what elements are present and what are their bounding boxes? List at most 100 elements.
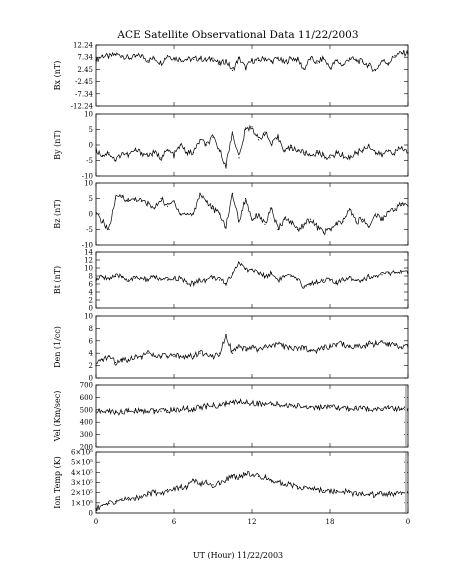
data-point [296,149,299,151]
y-tick-label: 700 [80,382,93,390]
data-point [348,57,351,59]
data-point [296,279,299,281]
data-point [283,404,286,406]
data-point [251,126,253,128]
data-point [134,277,136,279]
y-tick-label: 4×10⁵ [71,469,93,477]
data-point [179,355,182,357]
series-line [95,192,409,236]
data-point [173,57,175,59]
data-point [147,493,149,495]
data-point [316,62,318,64]
data-point [108,410,110,412]
panel-frame [95,451,409,514]
data-point [166,55,169,57]
data-point [160,279,162,281]
data-point [296,405,299,407]
data-point [114,197,117,200]
data-point [348,275,351,278]
data-point [186,152,188,154]
data-point [316,226,318,228]
data-point [316,281,318,283]
data-point [166,205,169,207]
data-point [270,208,273,210]
data-point [296,58,299,60]
y-tick-label: 12 [84,257,93,265]
data-point [244,349,247,351]
series-line [95,124,409,169]
data-point [361,492,364,494]
y-tick-label: -10 [82,173,93,181]
data-point [160,355,162,357]
data-point [407,492,409,494]
data-point [264,131,266,133]
data-point [257,59,260,62]
panel-7: 6×10⁵ 5×10⁵ 4×10⁵ 3×10⁵ 2×10⁵ 1×10⁵ 0 Ion Temp … [53,449,409,518]
y-tick-label: 5×10⁵ [71,459,93,467]
data-point [127,410,130,412]
data-point [277,480,279,482]
data-point [277,343,279,345]
y-tick-label: 12.24 [73,42,94,50]
data-point [361,218,364,220]
data-point [134,56,136,58]
data-point [381,408,383,410]
data-point [290,484,292,486]
series-line [95,397,409,416]
data-point [309,218,312,220]
data-point [257,402,260,405]
data-point [270,61,273,63]
data-point [134,149,136,151]
data-point [244,128,247,131]
data-point [218,213,221,215]
data-point [264,476,266,478]
data-point [335,223,338,225]
data-point [166,488,169,491]
data-point [355,346,357,348]
data-point [186,408,188,410]
data-point [387,272,390,274]
data-point [374,152,377,154]
data-point [173,277,175,279]
data-point [121,498,123,500]
data-point [101,504,104,507]
y-axis-label: By (nT) [53,130,62,160]
data-point [166,149,169,151]
data-point [290,57,292,59]
data-point [407,152,409,154]
data-point [231,352,234,354]
data-point [205,405,208,408]
data-point [192,355,195,357]
y-tick-label: 10 [84,180,93,188]
data-point [114,501,117,503]
data-point [251,402,253,404]
data-point [205,352,208,354]
data-point [387,493,390,495]
data-point [264,346,266,348]
data-point [394,492,396,494]
y-tick-label: 2 [89,362,93,370]
panel-6: 700 600 500 400 300 200 Vel (Km/sec) [53,382,409,452]
data-point [173,154,175,156]
data-point [348,346,351,348]
data-point [303,286,305,288]
data-point [257,349,260,351]
data-point [309,488,312,490]
data-point [329,407,331,409]
data-point [95,410,97,412]
data-point [251,59,253,62]
data-point [205,200,208,202]
data-point [95,213,97,215]
data-point [290,275,292,278]
data-point [225,282,227,285]
y-tick-label: -5 [86,226,93,234]
data-point [121,275,123,278]
data-point [303,405,305,408]
data-point [218,279,221,281]
data-point [147,352,149,354]
y-axis-label: Bx (nT) [53,61,62,91]
data-point [355,152,357,154]
x-tick-label: 12 [248,518,257,526]
data-point [153,57,156,59]
